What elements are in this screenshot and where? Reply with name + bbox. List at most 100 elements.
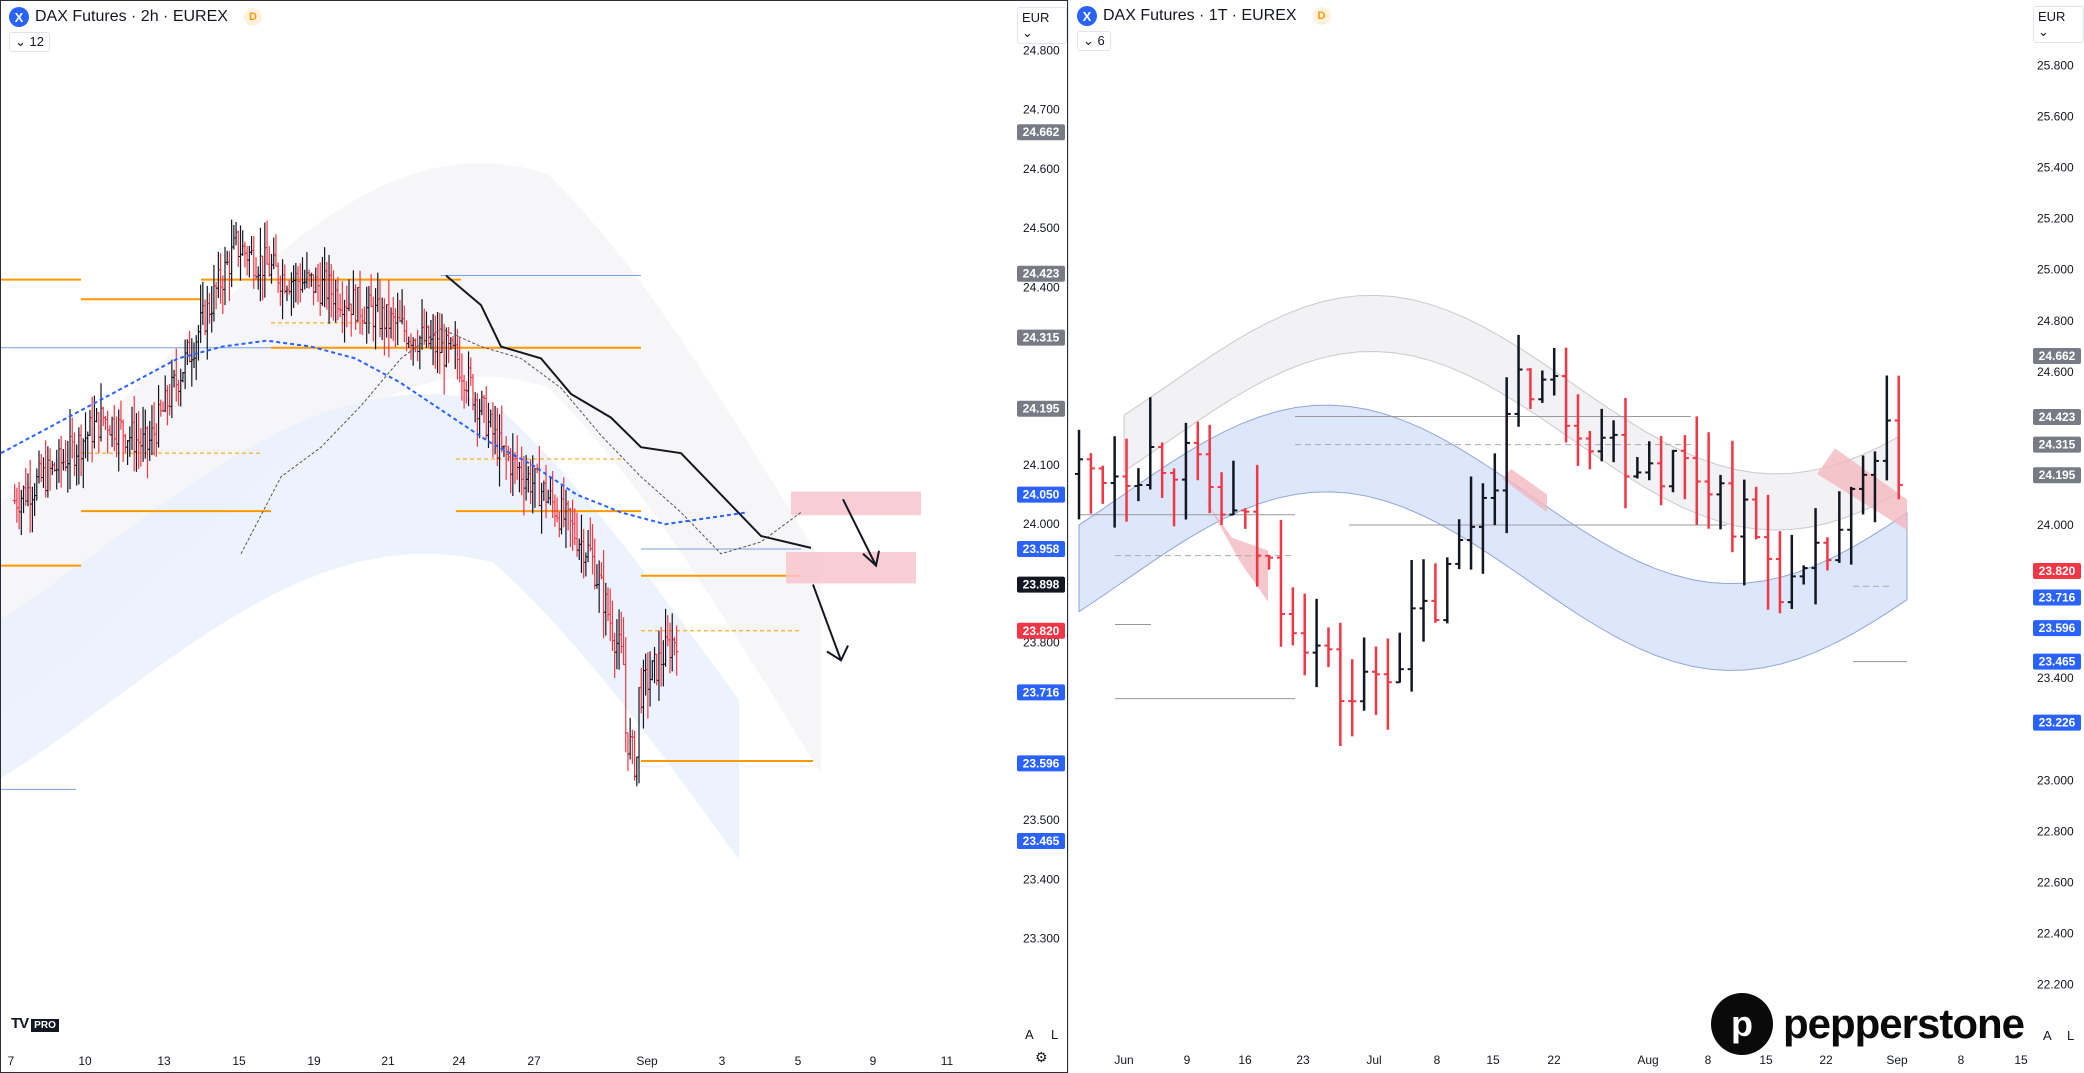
pepperstone-logo: p pepperstone bbox=[1710, 993, 2025, 1055]
x-tick-label: 21 bbox=[381, 1054, 395, 1068]
y-tick-label: 23.400 bbox=[2037, 671, 2074, 685]
price-label-box bbox=[2033, 348, 2081, 365]
price-label-box bbox=[2033, 467, 2081, 484]
left-chart-canvas[interactable]: 23.300 23.400 23.500 23.800 24.000 24.100 24.4… bbox=[1, 1, 1068, 1073]
down-arrow-1 bbox=[842, 498, 877, 567]
price-label: 23.958 bbox=[1023, 542, 1060, 556]
grey-dotted-ma bbox=[240, 328, 802, 555]
currency-selector[interactable]: EUR ⌄ bbox=[2033, 6, 2084, 43]
auto-scale-button[interactable]: A bbox=[2043, 1028, 2052, 1043]
tradingview-logo: TV PRO bbox=[11, 1015, 59, 1032]
price-label-box bbox=[1017, 486, 1065, 503]
indicator-count: 6 bbox=[1097, 33, 1105, 48]
y-tick-label: 25.800 bbox=[2037, 59, 2074, 73]
x-tick-label: 8 bbox=[1434, 1053, 1441, 1067]
price-label: 23.596 bbox=[1023, 756, 1060, 770]
price-label: 24.423 bbox=[2039, 410, 2076, 424]
price-label: 24.662 bbox=[1023, 125, 1060, 139]
price-label: 24.050 bbox=[1023, 488, 1060, 502]
y-tick-label: 24.500 bbox=[1023, 221, 1060, 235]
left-symbol-label[interactable]: DAX Futures · 2h · EUREX bbox=[35, 8, 228, 25]
price-label-box bbox=[2033, 436, 2081, 453]
log-scale-button[interactable]: L bbox=[2067, 1028, 2075, 1043]
y-tick-label: 22.200 bbox=[2037, 977, 2074, 991]
black-trend-line bbox=[445, 274, 812, 549]
log-scale-button[interactable]: L bbox=[1051, 1027, 1059, 1042]
x-tick-label: 15 bbox=[2014, 1053, 2028, 1067]
price-label-box bbox=[1017, 265, 1065, 282]
y-tick-label: 23.800 bbox=[1023, 636, 1060, 650]
price-label: 23.226 bbox=[2039, 716, 2076, 730]
left-symbol-header[interactable]: X DAX Futures · 2h · EUREX D bbox=[9, 7, 262, 27]
indicators-toggle[interactable]: ⌄ 6 bbox=[1077, 31, 1111, 51]
y-tick-label: 24.800 bbox=[2037, 314, 2074, 328]
price-label-box bbox=[1017, 541, 1065, 558]
x-tick-label: 22 bbox=[1547, 1053, 1561, 1067]
y-tick-label: 22.800 bbox=[2037, 824, 2074, 838]
x-tick-label: 15 bbox=[1759, 1053, 1773, 1067]
x-tick-label: 16 bbox=[1238, 1053, 1252, 1067]
y-tick-label: 24.400 bbox=[1023, 280, 1060, 294]
indicator-count: 12 bbox=[29, 34, 44, 49]
price-label: 23.820 bbox=[1023, 624, 1060, 638]
currency-selector[interactable]: EUR ⌄ bbox=[1017, 7, 1067, 44]
pepperstone-wordmark: pepperstone bbox=[1782, 1000, 2025, 1047]
price-label-box bbox=[2033, 562, 2081, 579]
y-tick-label: 23.300 bbox=[1023, 932, 1060, 946]
chevron-down-icon: ⌄ bbox=[2038, 24, 2049, 39]
eurex-logo-icon: X bbox=[1077, 6, 1097, 26]
supply-zone-1 bbox=[786, 552, 916, 584]
delayed-data-badge[interactable]: D bbox=[243, 8, 262, 26]
price-label: 24.195 bbox=[2039, 468, 2076, 482]
price-label-box bbox=[1017, 124, 1065, 141]
x-tick-label: 19 bbox=[307, 1054, 321, 1068]
auto-scale-button[interactable]: A bbox=[1025, 1027, 1034, 1042]
x-tick-label: Jun bbox=[1114, 1053, 1133, 1067]
indicators-toggle[interactable]: ⌄ 12 bbox=[9, 32, 50, 52]
price-label: 23.820 bbox=[2039, 564, 2076, 578]
right-chart-pane[interactable]: 25.800 25.600 25.400 25.200 25.000 24.800 24.6… bbox=[1068, 0, 2084, 1073]
x-tick-label: Aug bbox=[1637, 1053, 1658, 1067]
price-label: 23.465 bbox=[2039, 655, 2076, 669]
settings-gear-icon[interactable]: ⚙ bbox=[1035, 1049, 1048, 1065]
y-tick-label: 23.000 bbox=[2037, 773, 2074, 787]
price-label-box bbox=[1017, 755, 1065, 772]
price-label: 23.898 bbox=[1023, 578, 1060, 592]
y-tick-label: 22.600 bbox=[2037, 875, 2074, 889]
price-label: 24.195 bbox=[1023, 402, 1060, 416]
x-tick-label: 15 bbox=[232, 1054, 246, 1068]
x-tick-label: 5 bbox=[795, 1054, 802, 1068]
left-chart-pane[interactable]: 23.300 23.400 23.500 23.800 24.000 24.100 24.4… bbox=[0, 0, 1068, 1073]
x-tick-label: 8 bbox=[1958, 1053, 1965, 1067]
price-label: 23.716 bbox=[1023, 685, 1060, 699]
price-label-box bbox=[1017, 684, 1065, 701]
x-tick-label: Sep bbox=[636, 1054, 658, 1068]
y-tick-label: 24.700 bbox=[1023, 103, 1060, 117]
price-label-box bbox=[2033, 653, 2081, 670]
right-chart-canvas[interactable]: 25.800 25.600 25.400 25.200 25.000 24.800 24.6… bbox=[1069, 0, 2084, 1073]
right-symbol-label[interactable]: DAX Futures · 1T · EUREX bbox=[1103, 7, 1297, 24]
y-tick-label: 23.400 bbox=[1023, 872, 1060, 886]
x-tick-label: 13 bbox=[157, 1054, 171, 1068]
y-tick-label: 24.000 bbox=[1023, 517, 1060, 531]
red-cloud-2 bbox=[1502, 468, 1547, 513]
right-symbol-header[interactable]: X DAX Futures · 1T · EUREX D bbox=[1077, 6, 1331, 26]
price-label-box bbox=[2033, 589, 2081, 606]
eurex-logo-icon: X bbox=[9, 7, 29, 27]
y-tick-label: 24.000 bbox=[2037, 518, 2074, 532]
price-label: 24.315 bbox=[2039, 438, 2076, 452]
y-tick-label: 25.000 bbox=[2037, 263, 2074, 277]
y-tick-label: 22.400 bbox=[2037, 926, 2074, 940]
price-label-box bbox=[1017, 832, 1065, 849]
price-label: 24.315 bbox=[1023, 331, 1060, 345]
delayed-data-badge[interactable]: D bbox=[1312, 7, 1331, 25]
price-label: 23.596 bbox=[2039, 621, 2076, 635]
price-label-box bbox=[1017, 576, 1065, 593]
chevron-down-icon: ⌄ bbox=[1022, 25, 1033, 40]
y-tick-label: 23.500 bbox=[1023, 813, 1060, 827]
y-tick-label: 24.600 bbox=[2037, 365, 2074, 379]
currency-label: EUR bbox=[1022, 10, 1050, 25]
price-label-box bbox=[1017, 329, 1065, 346]
y-tick-label: 24.100 bbox=[1023, 458, 1060, 472]
currency-label: EUR bbox=[2038, 9, 2066, 24]
